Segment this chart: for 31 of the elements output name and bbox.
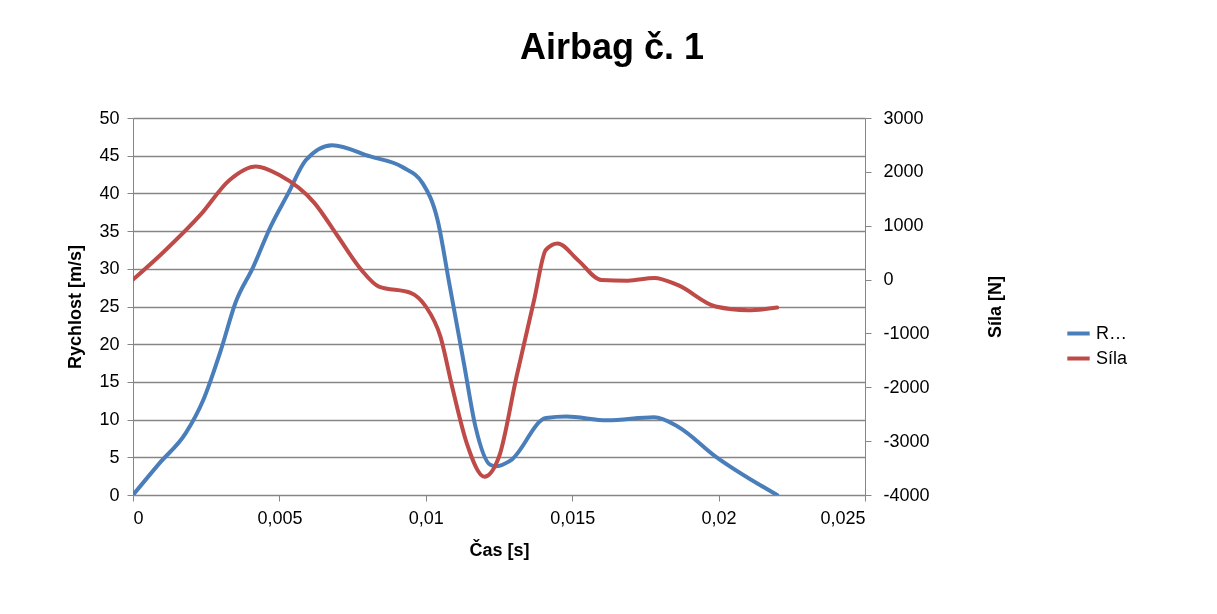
y-tick-label: 25 — [99, 296, 120, 316]
y2-tick-label: 3000 — [883, 107, 924, 128]
x-tick-label: 0,005 — [257, 507, 303, 528]
x-tick-label: 0,01 — [408, 507, 444, 528]
x-tick-label: 0 — [133, 507, 144, 528]
y-tick-label: 45 — [99, 145, 120, 166]
y2-tick-label: -1000 — [883, 322, 930, 343]
chart-title: Airbag č. 1 — [519, 26, 705, 67]
y-tick-label: 35 — [99, 220, 120, 241]
x-tick-label: 0,025 — [820, 507, 866, 528]
y-tick-label: 40 — [99, 182, 120, 203]
y-tick-label: 10 — [99, 409, 120, 430]
y2-tick-label: -4000 — [883, 484, 930, 505]
y-tick-label: 0 — [109, 484, 120, 505]
y-tick-label: 30 — [99, 258, 120, 279]
y2-tick-label: -2000 — [883, 376, 930, 397]
y-tick-label: 15 — [99, 371, 120, 392]
y2-axis-title: Síla [N] — [984, 275, 1005, 339]
y2-tick-label: 2000 — [883, 161, 924, 182]
y-tick-label: 50 — [99, 107, 120, 128]
legend-label: R… — [1096, 322, 1127, 343]
y-tick-label: 5 — [109, 446, 120, 467]
y-tick-label: 20 — [99, 333, 120, 354]
x-tick-label: 0,02 — [701, 507, 737, 528]
legend-label: Síla — [1096, 347, 1129, 368]
y2-tick-label: 0 — [883, 269, 894, 290]
x-tick-label: 0,015 — [550, 507, 596, 528]
y-axis-title: Rychlost [m/s] — [65, 244, 86, 370]
x-axis-title: Čas [s] — [469, 538, 530, 560]
y2-tick-label: -3000 — [883, 430, 930, 451]
y2-tick-label: 1000 — [883, 215, 924, 236]
